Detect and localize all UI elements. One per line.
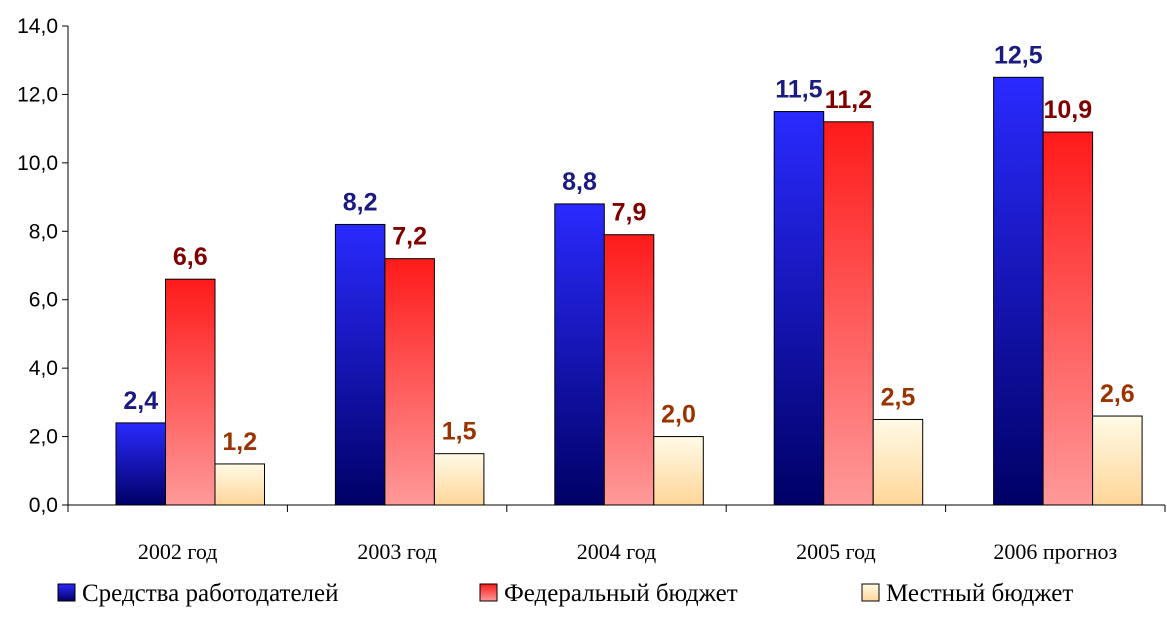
x-tick-label: 2003 год [357, 539, 437, 564]
bar [555, 204, 605, 505]
y-tick-label: 12,0 [17, 83, 58, 106]
bar [434, 454, 484, 505]
y-tick-label: 10,0 [17, 152, 58, 175]
y-tick-label: 2,0 [29, 426, 58, 449]
x-tick-label: 2006 прогноз [993, 539, 1117, 564]
bar [873, 419, 923, 505]
data-label: 2,5 [881, 383, 916, 411]
bar [1043, 132, 1093, 505]
bar [166, 279, 216, 505]
y-tick-label: 6,0 [29, 289, 58, 312]
data-label: 1,5 [442, 418, 477, 446]
x-tick-label: 2004 год [577, 539, 657, 564]
data-label: 6,6 [173, 243, 208, 271]
legend-item: Местный бюджет [862, 580, 1073, 607]
data-label: 11,5 [775, 76, 822, 104]
bar [215, 464, 265, 505]
data-label: 8,8 [562, 168, 597, 196]
x-tick-label: 2005 год [796, 539, 876, 564]
data-label: 2,4 [123, 387, 158, 415]
legend-label: Местный бюджет [886, 580, 1073, 607]
data-label: 8,2 [343, 188, 378, 216]
bar [385, 259, 435, 505]
bar [994, 77, 1044, 505]
legend-swatch [58, 584, 75, 601]
bars [116, 77, 1142, 505]
data-label: 12,5 [994, 41, 1043, 69]
x-tick-label: 2002 год [138, 539, 218, 564]
y-tick-label: 4,0 [29, 357, 58, 380]
bar [116, 423, 166, 505]
data-label: 2,6 [1100, 380, 1135, 408]
data-label: 1,2 [222, 428, 257, 456]
legend-swatch [862, 584, 879, 601]
y-tick-label: 14,0 [17, 15, 58, 38]
bar [1093, 416, 1143, 505]
y-tick-label: 8,0 [29, 220, 58, 243]
bar [604, 235, 654, 505]
data-label: 11,2 [825, 86, 872, 114]
data-label: 7,2 [392, 223, 427, 251]
data-label: 10,9 [1044, 96, 1093, 124]
data-label: 7,9 [612, 199, 647, 227]
bar [335, 224, 385, 505]
legend-item: Федеральный бюджет [480, 580, 738, 607]
legend-label: Средства работодателей [82, 580, 339, 607]
bar [824, 122, 874, 505]
legend: Средства работодателей Федеральный бюджет… [58, 580, 1073, 607]
bar [654, 437, 704, 505]
data-label: 2,0 [661, 401, 696, 429]
legend-item: Средства работодателей [58, 580, 339, 607]
legend-label: Федеральный бюджет [504, 580, 738, 607]
legend-swatch [480, 584, 497, 601]
y-tick-label: 0,0 [29, 494, 58, 517]
bar [774, 112, 824, 505]
